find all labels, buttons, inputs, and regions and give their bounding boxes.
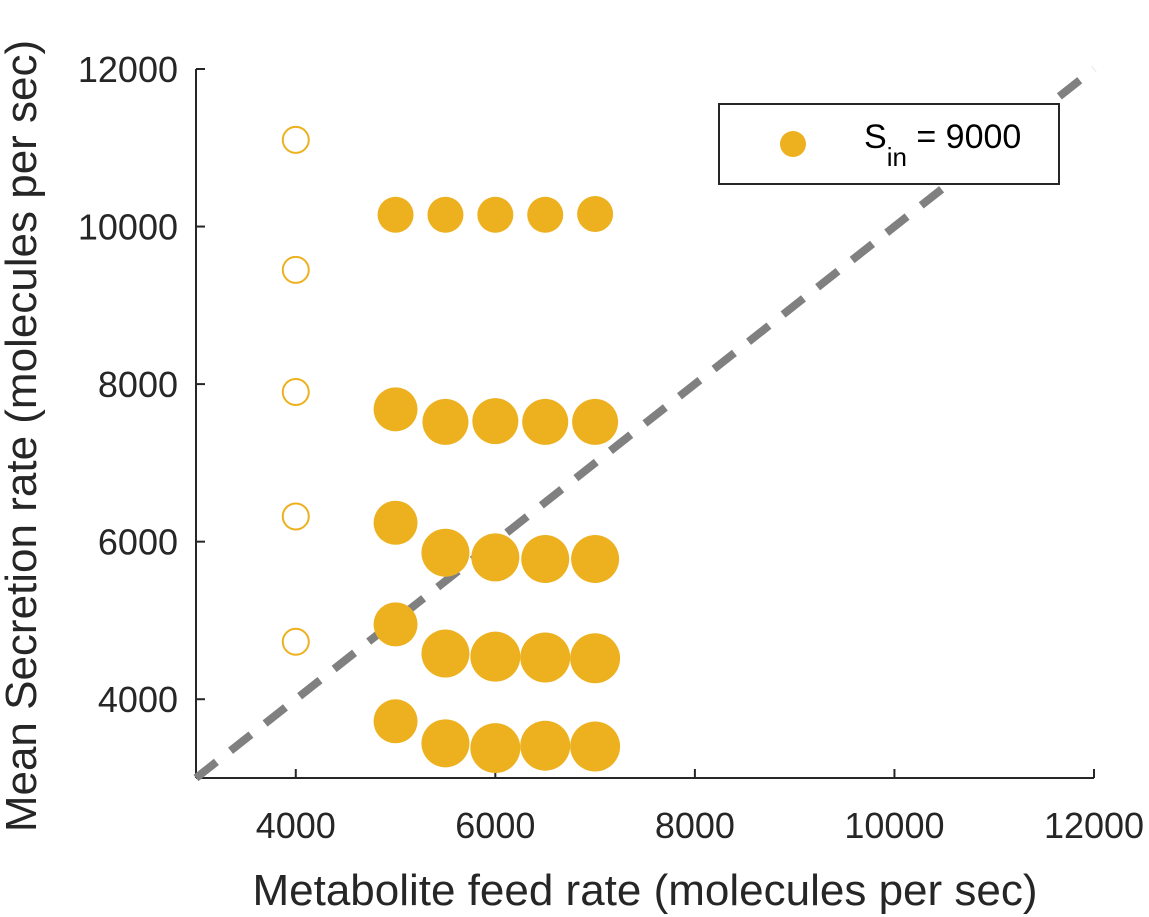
x-tick-label: 12000	[1044, 805, 1144, 846]
legend: Sin = 9000	[718, 103, 1060, 185]
data-point	[571, 534, 620, 583]
x-tick-label: 10000	[844, 805, 944, 846]
data-point	[377, 196, 414, 233]
data-point	[577, 195, 614, 232]
y-tick-label: 8000	[98, 364, 178, 405]
data-point	[572, 398, 619, 445]
legend-box	[718, 103, 1060, 185]
data-point	[373, 387, 418, 432]
data-point	[470, 631, 521, 682]
y-axis-title: Mean Secretion rate (molecules per sec)	[0, 40, 46, 832]
x-tick-label: 6000	[455, 805, 535, 846]
data-point	[427, 196, 464, 233]
data-point	[477, 196, 514, 233]
data-point	[421, 719, 470, 768]
y-tick-label: 10000	[78, 207, 178, 248]
tick-labels: 4000 6000 8000 10000 12000 4000 6000 8000 10000 1…	[78, 49, 1144, 846]
data-point	[471, 533, 520, 582]
data-point	[421, 629, 470, 678]
data-point	[520, 632, 571, 683]
y-tick-label: 12000	[78, 49, 178, 90]
reference-line-group	[193, 65, 1097, 782]
data-point	[527, 196, 564, 233]
data-point	[373, 500, 418, 545]
data-point	[422, 398, 469, 445]
data-point	[522, 398, 569, 445]
data-point	[570, 721, 621, 772]
data-point-hollow	[281, 377, 310, 406]
y-tick-label: 4000	[98, 679, 178, 720]
legend-label: Sin = 9000	[864, 118, 1021, 172]
axes	[195, 68, 1095, 779]
data-point-hollow	[281, 125, 310, 154]
x-axis-title: Metabolite feed rate (molecules per sec)	[252, 866, 1037, 915]
legend-marker	[780, 131, 806, 157]
data-point	[570, 633, 621, 684]
x-tick-label: 8000	[655, 805, 735, 846]
data-point-hollow	[281, 627, 310, 656]
data-point	[472, 398, 519, 445]
data-point	[521, 534, 570, 583]
data-points	[281, 125, 621, 774]
data-point	[373, 699, 418, 744]
reference-line	[193, 65, 1097, 782]
data-point-hollow	[281, 502, 310, 531]
data-point-hollow	[281, 255, 310, 284]
data-point	[421, 528, 470, 577]
data-point	[520, 720, 571, 771]
data-point	[470, 723, 521, 774]
x-tick-label: 4000	[256, 805, 336, 846]
y-tick-label: 6000	[98, 522, 178, 563]
data-point	[373, 602, 418, 647]
